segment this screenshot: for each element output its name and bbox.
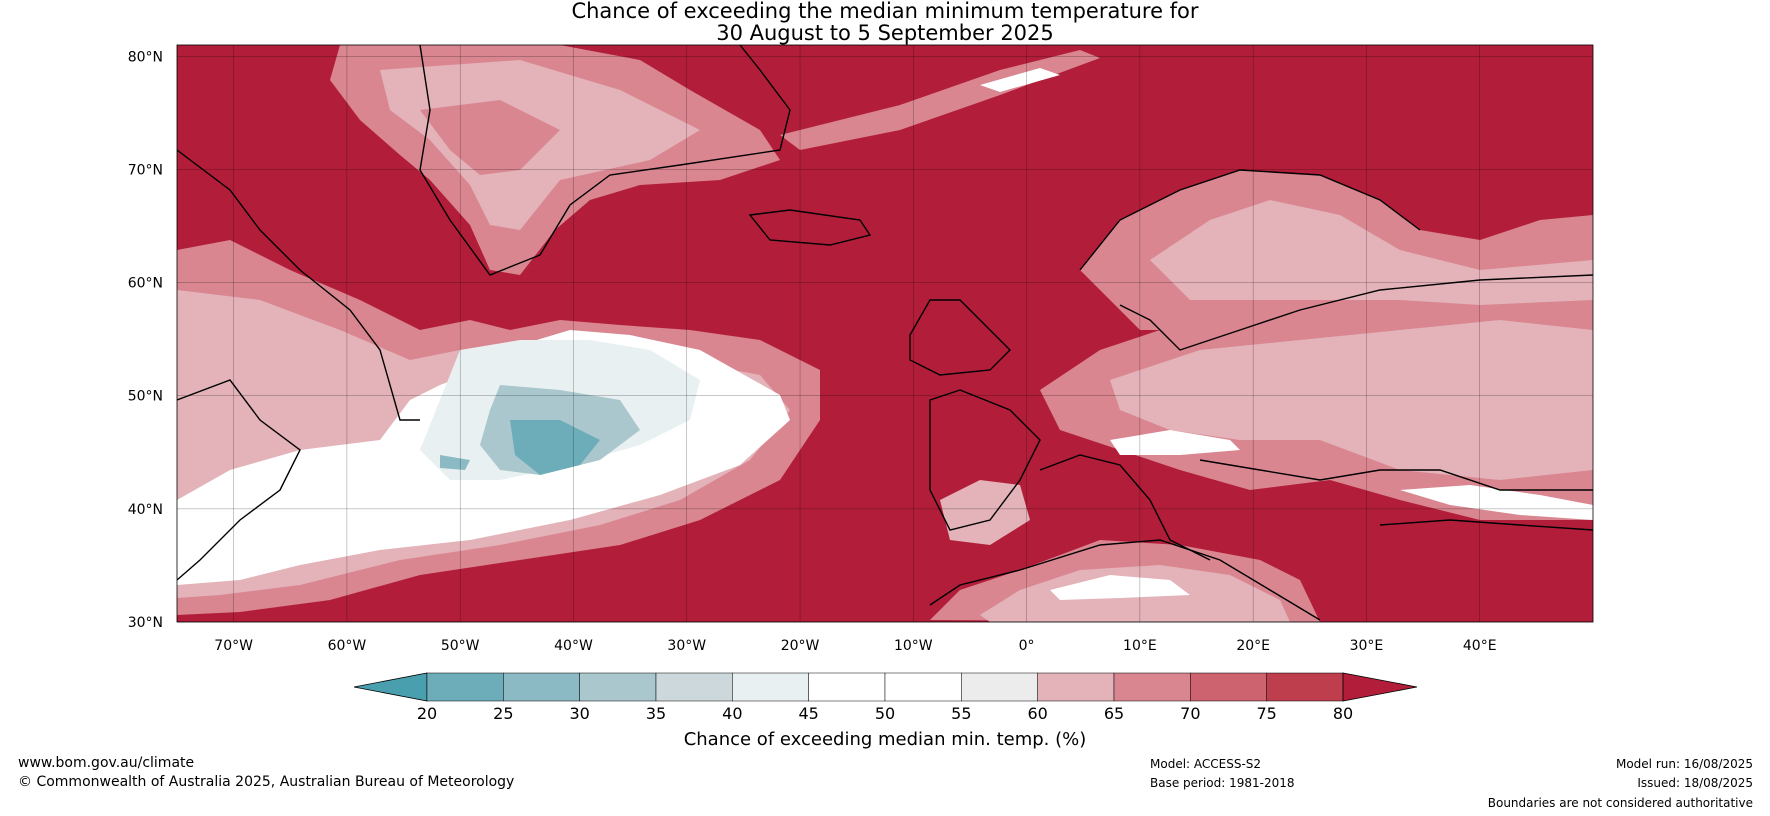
colorbar-tick-label: 25 [493, 704, 513, 723]
colorbar-tick-label: 75 [1256, 704, 1276, 723]
colorbar-arrow-high [1342, 672, 1418, 702]
colorbar-tick-label: 20 [417, 704, 437, 723]
colorbar-segment [655, 672, 733, 702]
colorbar-segment [503, 672, 580, 702]
colorbar-tick-labels: 20 25 30 35 40 45 50 55 60 65 70 75 80 [417, 704, 1353, 723]
colorbar-segment [1266, 672, 1344, 702]
base-period-text: Base period: 1981-2018 [1150, 776, 1295, 790]
colorbar-segment [732, 672, 809, 702]
longitude-label: 30°E [1350, 638, 1384, 654]
longitude-label: 10°W [894, 638, 933, 654]
colorbar-tick-label: 30 [569, 704, 589, 723]
latitude-label: 40°N [128, 502, 163, 518]
longitude-label: 0° [1019, 638, 1035, 654]
latitude-label: 70°N [128, 162, 163, 178]
colorbar-segment [961, 672, 1038, 702]
colorbar-segment [1113, 672, 1191, 702]
colorbar-tick-label: 50 [875, 704, 895, 723]
longitude-label: 50°W [441, 638, 480, 654]
colorbar-segment [1037, 672, 1115, 702]
graticule [177, 45, 1593, 623]
latitude-label: 60°N [128, 276, 163, 292]
colorbar-label: Chance of exceeding median min. temp. (%… [684, 729, 1087, 750]
colorbar-tick-label: 80 [1333, 704, 1353, 723]
longitude-label: 70°W [214, 638, 253, 654]
longitude-label: 40°W [554, 638, 593, 654]
probability-contours [177, 45, 1593, 622]
longitude-labels: 70°W 60°W 50°W 40°W 30°W 20°W 10°W 0° 10°E 20°E 30… [214, 638, 1496, 654]
colorbar-segment [426, 672, 504, 702]
title-line-1: Chance of exceeding the median minimum t… [571, 0, 1199, 23]
longitude-label: 60°W [328, 638, 367, 654]
colorbar-tick-label: 65 [1104, 704, 1124, 723]
colorbar [353, 672, 1418, 702]
colorbar-segment [579, 672, 657, 702]
colorbar-tick-label: 55 [951, 704, 971, 723]
title-line-2: 30 August to 5 September 2025 [716, 21, 1054, 45]
longitude-label: 30°W [667, 638, 706, 654]
colorbar-segment [808, 672, 886, 702]
issued-text: Issued: 18/08/2025 [1637, 776, 1753, 790]
coastlines [177, 45, 1593, 621]
colorbar-tick-label: 40 [722, 704, 742, 723]
colorbar-tick-label: 45 [798, 704, 818, 723]
colorbar-tick-label: 60 [1027, 704, 1047, 723]
colorbar-tick-label: 35 [646, 704, 666, 723]
longitude-label: 40°E [1463, 638, 1497, 654]
latitude-label: 80°N [128, 49, 163, 65]
colorbar-arrow-low [353, 672, 428, 702]
map-frame [176, 44, 1594, 623]
model-text: Model: ACCESS-S2 [1150, 757, 1262, 771]
latitude-label: 30°N [128, 615, 163, 631]
model-run-text: Model run: 16/08/2025 [1615, 757, 1753, 771]
colorbar-tick-label: 70 [1180, 704, 1200, 723]
disclaimer-text: Boundaries are not considered authoritat… [1487, 796, 1753, 810]
longitude-label: 20°W [781, 638, 820, 654]
longitude-label: 10°E [1123, 638, 1157, 654]
website-link[interactable]: www.bom.gov.au/climate [18, 755, 195, 771]
latitude-label: 50°N [128, 389, 163, 405]
colorbar-segment [884, 672, 962, 702]
longitude-label: 20°E [1236, 638, 1270, 654]
colorbar-segment [1190, 672, 1267, 702]
latitude-labels: 80°N 70°N 60°N 50°N 40°N 30°N [128, 49, 163, 631]
copyright-text: © Commonwealth of Australia 2025, Austra… [18, 774, 515, 790]
